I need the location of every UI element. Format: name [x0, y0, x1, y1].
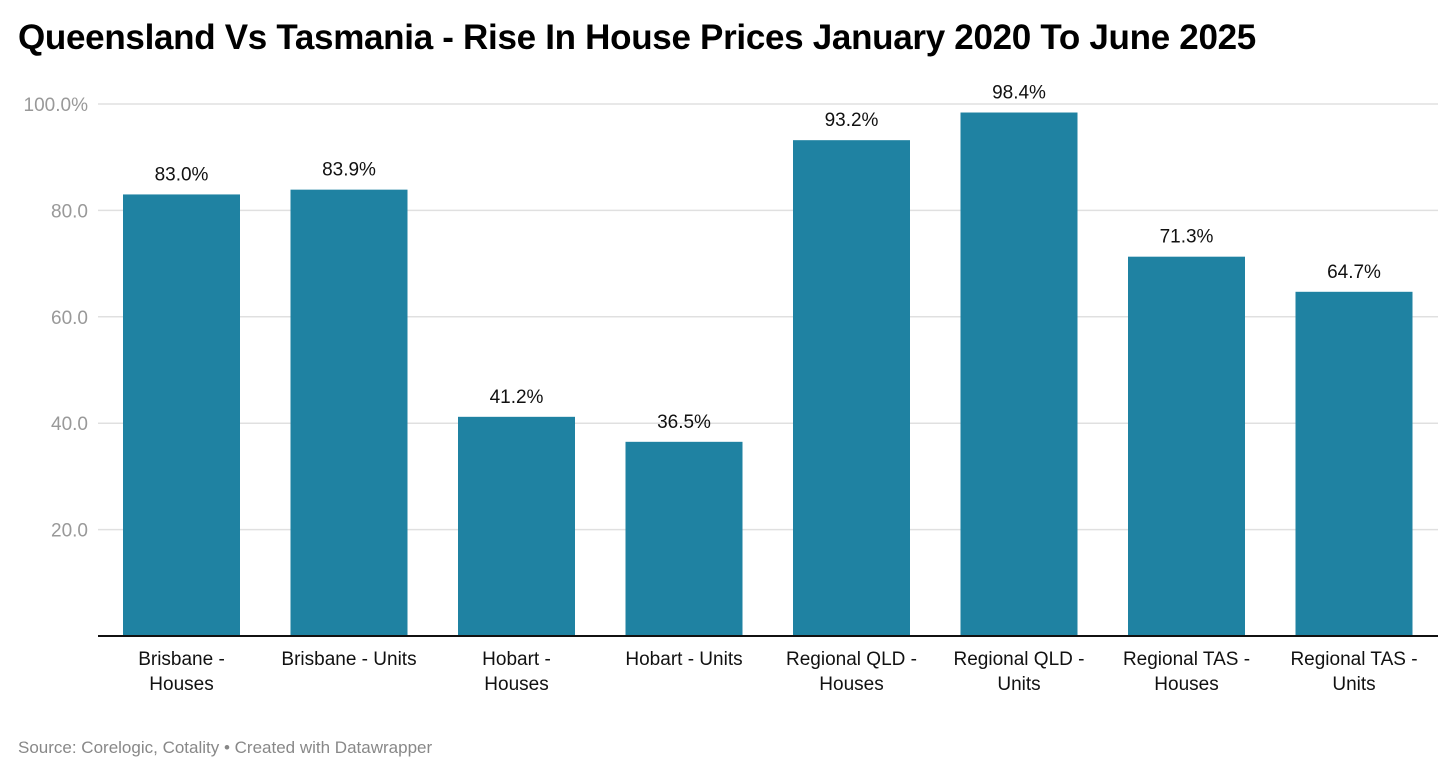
source-note: Source: Corelogic, Cotality • Created wi… [18, 738, 433, 757]
x-tick-label: Hobart - [482, 649, 551, 670]
bar-value-label: 41.2% [490, 387, 544, 408]
x-tick-label: Units [1332, 674, 1375, 695]
bar [1295, 291, 1413, 636]
bar-value-label: 36.5% [657, 412, 711, 433]
bar-value-label: 83.9% [322, 160, 376, 181]
y-tick-label: 80.0 [51, 201, 88, 222]
x-tick-label: Brisbane - [138, 649, 225, 670]
x-tick-label: Hobart - Units [625, 649, 742, 670]
x-tick-label: Regional QLD - [786, 649, 917, 670]
bar-value-label: 71.3% [1160, 227, 1214, 248]
bar-value-label: 83.0% [155, 164, 209, 185]
bar-value-label: 64.7% [1327, 262, 1381, 283]
bar [123, 194, 240, 636]
y-tick-label: 20.0 [51, 521, 88, 542]
x-tick-label: Regional TAS - [1290, 649, 1417, 670]
bar [625, 441, 743, 636]
y-tick-label: 40.0 [51, 414, 88, 435]
y-tick-label: 60.0 [51, 308, 88, 329]
x-tick-label: Regional TAS - [1123, 649, 1250, 670]
bar [793, 140, 910, 636]
bar [290, 189, 408, 637]
x-tick-label: Houses [484, 674, 548, 695]
bar-value-label: 98.4% [992, 83, 1046, 104]
chart-title: Queensland Vs Tasmania - Rise In House P… [18, 18, 1256, 57]
x-tick-label: Houses [819, 674, 883, 695]
bar [1128, 256, 1245, 636]
x-tick-label: Regional QLD - [954, 649, 1085, 670]
bar [960, 112, 1078, 636]
x-tick-label: Houses [149, 674, 213, 695]
x-tick-label: Houses [1154, 674, 1218, 695]
bar [458, 416, 575, 636]
x-tick-label: Brisbane - Units [281, 649, 416, 670]
y-tick-label: 100.0% [24, 95, 89, 116]
x-tick-label: Units [997, 674, 1040, 695]
bar-value-label: 93.2% [825, 110, 879, 131]
